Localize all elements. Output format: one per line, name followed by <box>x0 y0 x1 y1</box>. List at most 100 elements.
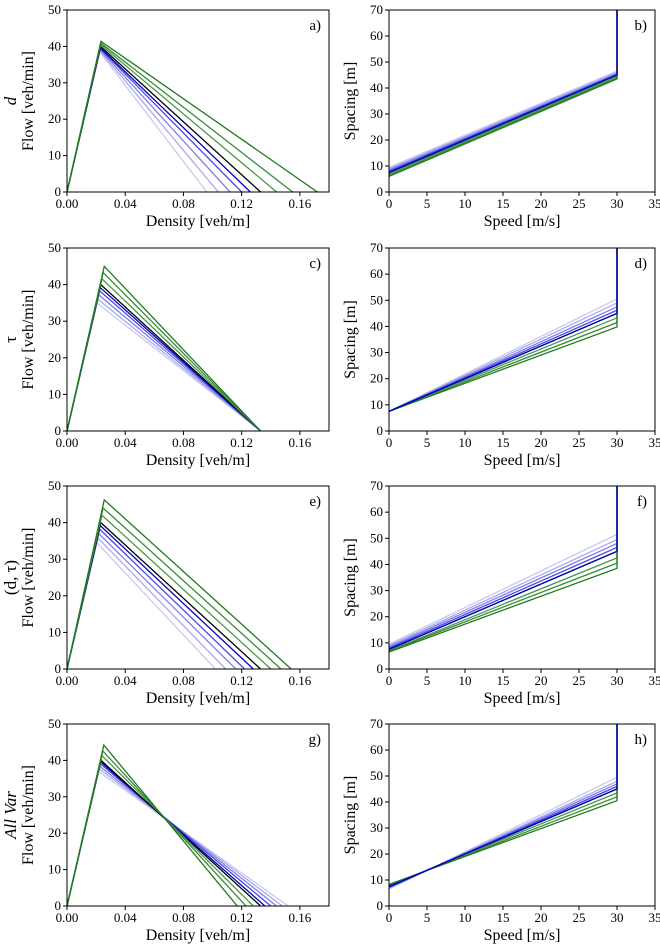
x-tick-label: 0.12 <box>230 196 253 211</box>
series-line-8 <box>67 749 247 906</box>
x-tick-label: 0.00 <box>56 196 79 211</box>
series-line-7 <box>389 248 618 412</box>
y-tick-label: 40 <box>48 515 61 530</box>
y-tick-label: 70 <box>370 2 383 17</box>
y-tick-label: 0 <box>55 423 62 438</box>
row-label: All Var <box>1 791 20 840</box>
x-axis-label: Density [veh/m] <box>146 452 250 469</box>
x-tick-label: 0 <box>386 196 393 211</box>
x-tick-label: 0.00 <box>56 910 79 925</box>
panel-tag: b) <box>635 18 648 34</box>
x-axis-label: Density [veh/m] <box>146 690 250 707</box>
x-tick-label: 0.08 <box>172 910 195 925</box>
x-tick-label: 35 <box>649 196 660 211</box>
y-axis-label: Flow [veh/min] <box>20 290 37 390</box>
series-line-7 <box>389 724 618 886</box>
series-line-2 <box>389 248 618 412</box>
panel-h: 0 5 10 15 20 25 30 35 0 10 20 30 40 50 60 70 Speed [m/s]… <box>342 716 660 944</box>
x-tick-label: 0.16 <box>289 910 312 925</box>
x-tick-label: 15 <box>497 435 510 450</box>
panel-tag: h) <box>635 732 648 748</box>
panel-tag: d) <box>635 256 648 272</box>
series-line-8 <box>389 248 618 412</box>
x-tick-label: 25 <box>573 673 586 688</box>
y-tick-label: 40 <box>370 556 383 571</box>
x-tick-label: 0.00 <box>56 673 79 688</box>
x-tick-label: 0.04 <box>114 673 137 688</box>
series-line-4 <box>389 724 618 888</box>
x-axis-label: Speed [m/s] <box>484 690 561 707</box>
series-line-1 <box>389 486 618 645</box>
x-tick-label: 30 <box>611 196 624 211</box>
y-tick-label: 40 <box>370 794 383 809</box>
y-tick-label: 10 <box>48 862 61 877</box>
y-tick-label: 40 <box>48 752 61 767</box>
y-tick-label: 50 <box>370 768 383 783</box>
x-tick-label: 0 <box>386 435 393 450</box>
y-tick-label: 0 <box>377 184 384 199</box>
x-tick-label: 20 <box>535 435 548 450</box>
x-tick-label: 0.12 <box>230 910 253 925</box>
series-line-9 <box>67 743 238 906</box>
series-line-3 <box>67 293 262 431</box>
x-tick-label: 0.12 <box>230 435 253 450</box>
y-tick-label: 50 <box>48 240 61 255</box>
y-tick-label: 30 <box>48 313 61 328</box>
series-line-3 <box>67 48 231 192</box>
x-tick-label: 5 <box>424 673 431 688</box>
row-label: d <box>1 96 20 105</box>
y-tick-label: 0 <box>55 184 62 199</box>
y-tick-label: 30 <box>48 75 61 90</box>
series-line-6 <box>389 724 618 887</box>
series-line-3 <box>389 724 618 889</box>
y-axis-label: Spacing [m] <box>342 62 359 141</box>
series-line-1 <box>389 248 618 412</box>
series-line-6 <box>389 248 618 412</box>
y-tick-label: 50 <box>370 54 383 69</box>
x-tick-label: 0.08 <box>172 673 195 688</box>
y-tick-label: 10 <box>370 158 383 173</box>
x-tick-label: 10 <box>459 435 472 450</box>
y-tick-label: 30 <box>370 583 383 598</box>
y-tick-label: 10 <box>370 397 383 412</box>
panel-c: 0.00 0.04 0.08 0.12 0.16 0 10 20 30 40 50 Density [… <box>1 240 330 469</box>
y-tick-label: 30 <box>48 789 61 804</box>
y-tick-label: 60 <box>370 742 383 757</box>
x-tick-label: 0.04 <box>114 910 137 925</box>
y-tick-label: 10 <box>48 386 61 401</box>
series-line-5 <box>389 724 618 888</box>
x-axis-label: Speed [m/s] <box>484 452 561 469</box>
x-tick-label: 25 <box>573 435 586 450</box>
x-axis-label: Speed [m/s] <box>484 213 561 230</box>
x-tick-label: 10 <box>459 673 472 688</box>
y-tick-label: 20 <box>370 371 383 386</box>
y-tick-label: 30 <box>48 551 61 566</box>
plot-frame <box>388 9 656 193</box>
panel-f: 0 5 10 15 20 25 30 35 0 10 20 30 40 50 60 70 Speed [m/s]… <box>342 478 660 707</box>
panel-tag: a) <box>309 18 321 34</box>
series-line-9 <box>67 40 318 192</box>
panel-a: 0.00 0.04 0.08 0.12 0.16 0 10 20 30 40 50 Density [… <box>1 2 330 230</box>
x-tick-label: 15 <box>497 910 510 925</box>
y-tick-label: 0 <box>377 423 384 438</box>
x-tick-label: 0.04 <box>114 435 137 450</box>
y-tick-label: 70 <box>370 478 383 493</box>
series-line-7 <box>389 10 618 176</box>
series-line-9 <box>389 486 618 650</box>
y-tick-label: 0 <box>377 898 384 913</box>
plot-frame <box>388 485 656 670</box>
x-tick-label: 5 <box>424 910 431 925</box>
series-line-7 <box>389 486 618 652</box>
x-tick-label: 0.16 <box>289 435 312 450</box>
series-line-5 <box>389 248 618 412</box>
x-tick-label: 30 <box>611 435 624 450</box>
y-tick-label: 20 <box>370 846 383 861</box>
series-line-6 <box>67 521 262 669</box>
plot-frame <box>66 247 330 432</box>
y-axis-label: Spacing [m] <box>342 538 359 617</box>
y-tick-label: 50 <box>48 478 61 493</box>
y-tick-label: 30 <box>370 106 383 121</box>
y-tick-label: 20 <box>48 588 61 603</box>
y-tick-label: 40 <box>48 38 61 53</box>
